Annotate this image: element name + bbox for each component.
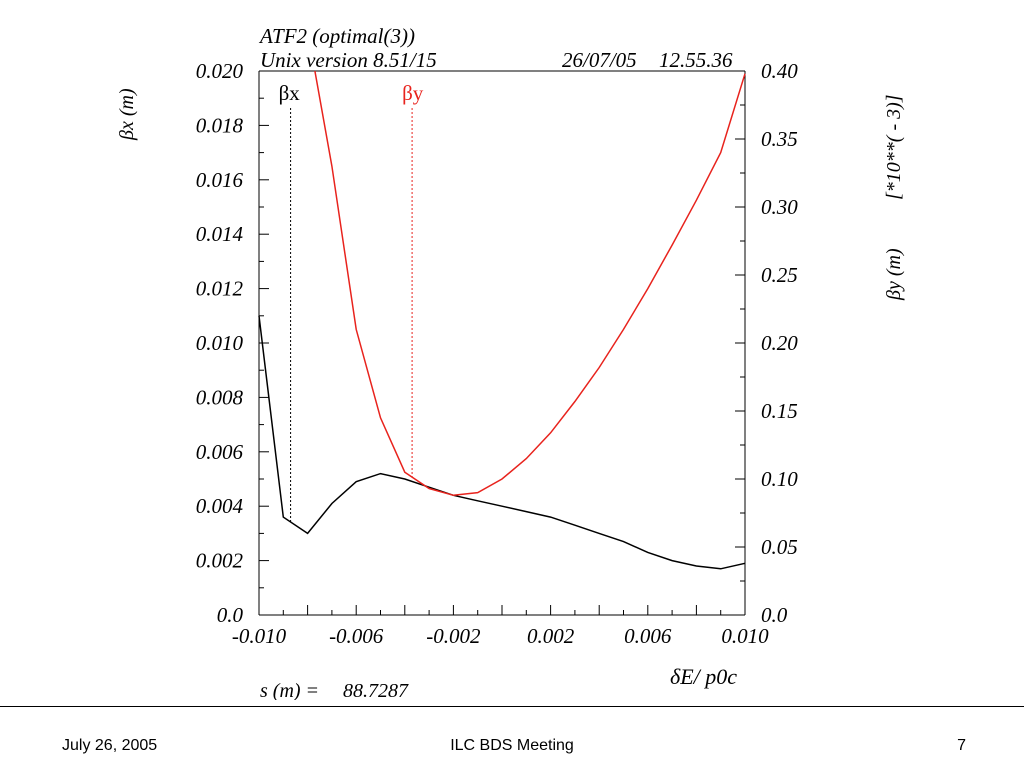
chart-title: ATF2 (optimal(3)) — [258, 24, 415, 48]
right-tick-label: 0.20 — [761, 331, 798, 355]
series-beta-x-line — [258, 315, 746, 570]
marker-beta-y-label: βy — [402, 81, 424, 105]
right-tick-label: 0.35 — [761, 127, 798, 151]
left-tick-label: 0.010 — [196, 331, 244, 355]
x-tick-label: -0.010 — [232, 624, 287, 648]
left-tick-label: 0.002 — [196, 549, 244, 573]
left-tick-label: 0.018 — [196, 113, 244, 137]
s-readout-value: 88.7287 — [343, 680, 409, 700]
left-tick-label: 0.0 — [217, 603, 244, 627]
series-beta-y-line — [314, 70, 746, 497]
left-tick-label: 0.004 — [196, 494, 244, 518]
s-readout-label: s (m) = — [260, 680, 319, 700]
left-axis-label: βx (m) — [116, 88, 138, 141]
x-tick-label: 0.010 — [721, 624, 769, 648]
x-tick-label: -0.002 — [426, 624, 481, 648]
x-tick-label: 0.002 — [527, 624, 575, 648]
right-tick-label: 0.05 — [761, 535, 798, 559]
date-label: 26/07/05 — [562, 48, 637, 72]
right-tick-label: 0.40 — [761, 59, 798, 83]
left-tick-label: 0.012 — [196, 277, 244, 301]
footer-title: ILC BDS Meeting — [450, 737, 574, 754]
footer-page-number: 7 — [957, 737, 966, 754]
left-tick-label: 0.006 — [196, 440, 244, 464]
right-tick-label: 0.15 — [761, 399, 798, 423]
right-axis-label: βy (m) — [883, 248, 905, 301]
version-label: Unix version 8.51/15 — [260, 48, 437, 72]
left-tick-label: 0.020 — [196, 59, 244, 83]
right-tick-label: 0.30 — [761, 195, 798, 219]
right-tick-label: 0.10 — [761, 467, 798, 491]
footer-date: July 26, 2005 — [62, 737, 158, 754]
x-tick-label: -0.006 — [329, 624, 384, 648]
left-tick-label: 0.014 — [196, 222, 244, 246]
ticks-layer: -0.010 -0.006 -0.002 0.002 0.006 0.0100.00.00… — [196, 59, 799, 648]
x-tick-label: 0.006 — [624, 624, 672, 648]
right-axis-scale: [*10**( - 3)] — [883, 94, 905, 200]
twiss-chart: -0.010 -0.006 -0.002 0.002 0.006 0.0100.00.00… — [116, 24, 905, 700]
right-tick-label: 0.25 — [761, 263, 798, 287]
left-tick-label: 0.016 — [196, 168, 244, 192]
left-tick-label: 0.008 — [196, 385, 244, 409]
series-layer — [258, 70, 746, 570]
time-label: 12.55.36 — [659, 48, 733, 72]
marker-beta-x-label: βx — [279, 81, 301, 105]
slide-footer: July 26, 2005 ILC BDS Meeting 7 — [0, 706, 1024, 769]
x-axis-label: δE/ p0c — [670, 664, 737, 689]
axes-layer — [258, 70, 746, 616]
right-tick-label: 0.0 — [761, 603, 788, 627]
